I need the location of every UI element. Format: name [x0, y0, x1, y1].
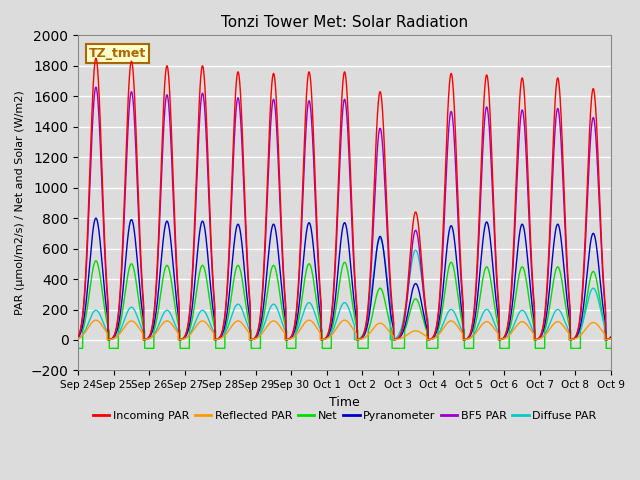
Legend: Incoming PAR, Reflected PAR, Net, Pyranometer, BF5 PAR, Diffuse PAR: Incoming PAR, Reflected PAR, Net, Pyrano…	[88, 406, 601, 425]
Title: Tonzi Tower Met: Solar Radiation: Tonzi Tower Met: Solar Radiation	[221, 15, 468, 30]
Text: TZ_tmet: TZ_tmet	[89, 47, 146, 60]
X-axis label: Time: Time	[329, 396, 360, 408]
Y-axis label: PAR (μmol/m2/s) / Net and Solar (W/m2): PAR (μmol/m2/s) / Net and Solar (W/m2)	[15, 91, 25, 315]
